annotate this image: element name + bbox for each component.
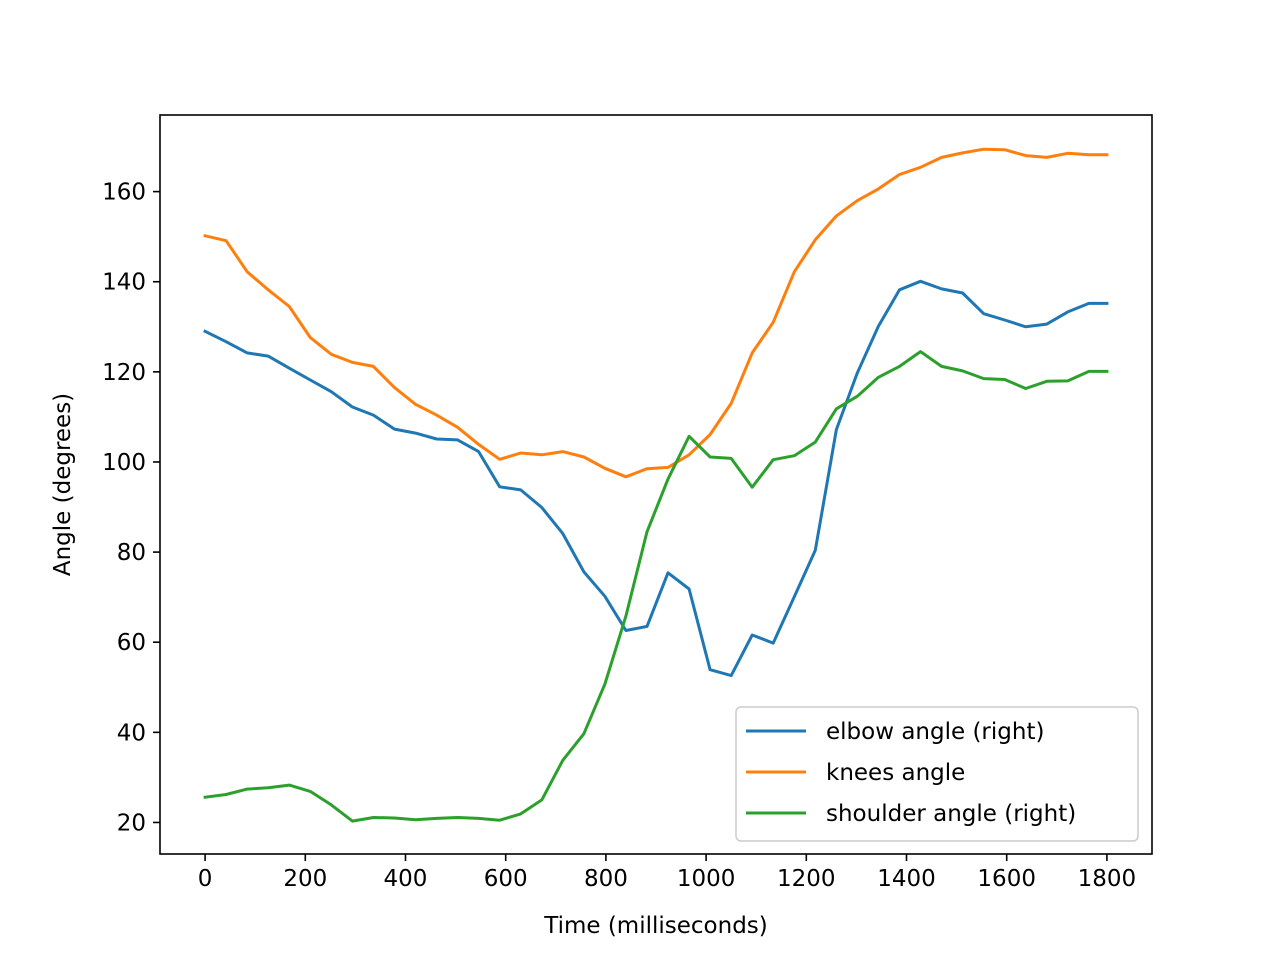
x-tick-label: 600 [484,866,528,892]
legend-label: knees angle [826,760,965,786]
y-tick-label: 160 [102,180,146,206]
x-tick-label: 200 [283,866,327,892]
x-tick-label: 1800 [1078,866,1137,892]
y-tick-label: 80 [117,540,146,566]
series-lines [203,147,1109,823]
x-tick-label: 800 [584,866,628,892]
y-tick-label: 140 [102,270,146,296]
y-axis-label: Angle (degrees) [50,393,76,576]
legend: elbow angle (right) knees angle shoulder a… [735,706,1139,842]
y-tick-label: 100 [102,450,146,476]
x-tick-label: 1600 [977,866,1036,892]
plot-frame [159,114,1153,855]
x-tick-label: 1400 [877,866,936,892]
y-axis-ticks: 20 40 60 80 100 120 140 160 [102,180,160,836]
x-tick-label: 1200 [777,866,836,892]
y-tick-label: 120 [102,360,146,386]
x-tick-label: 0 [198,866,213,892]
series-line-shoulder-angle-right [203,350,1109,823]
x-axis-ticks: 0 200 400 600 800 1000 1200 1400 1600 1800 [198,854,1136,892]
legend-box [735,706,1139,842]
series-line-elbow-angle-right [203,279,1109,678]
series-line-knees-angle [203,147,1109,479]
y-tick-label: 20 [117,810,146,836]
legend-label: shoulder angle (right) [826,801,1076,827]
x-tick-label: 400 [384,866,428,892]
y-tick-label: 60 [117,630,146,656]
x-axis-label: Time (milliseconds) [543,913,768,939]
y-tick-label: 40 [117,720,146,746]
x-tick-label: 1000 [677,866,736,892]
legend-label: elbow angle (right) [826,719,1044,745]
